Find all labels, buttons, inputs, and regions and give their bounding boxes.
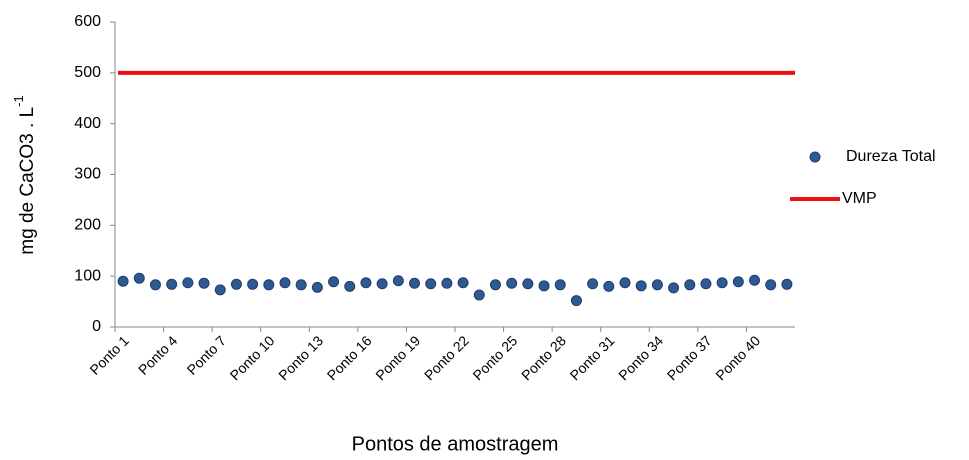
point [554,279,566,291]
point [700,278,712,290]
point [732,276,744,288]
point [538,280,550,292]
point [603,280,615,292]
point [182,277,194,289]
x-tick-label: Ponto 22 [421,332,472,383]
x-tick-label: Ponto 4 [135,332,181,378]
point [473,289,485,301]
point [489,279,501,291]
point [716,277,728,289]
legend-label: Dureza Total [846,148,936,165]
point [781,278,793,290]
point [360,277,372,289]
point [409,277,421,289]
point [522,278,534,290]
point [149,279,161,291]
point [684,279,696,291]
point [635,280,647,292]
point [765,279,777,291]
point [295,279,307,291]
x-tick-label: Ponto 13 [275,332,326,383]
y-tick-label: 500 [74,64,101,81]
x-tick-label: Ponto 10 [227,332,278,383]
point [506,277,518,289]
x-tick-label: Ponto 7 [184,332,230,378]
point [263,279,275,291]
point [214,284,226,296]
point [749,274,761,286]
y-tick-label: 0 [92,318,101,335]
y-axis-label-text: mg de CaCO3 . L [17,107,38,255]
x-tick-label: Ponto 37 [664,332,715,383]
y-axis-label: mg de CaCO3 . L-1 [11,95,38,254]
point [133,272,145,284]
point [425,278,437,290]
x-tick-label: Ponto 19 [372,332,423,383]
point [392,275,404,287]
y-tick-label: 100 [74,267,101,284]
point [441,277,453,289]
point [619,277,631,289]
point [376,278,388,290]
point [668,282,680,294]
y-tick-label: 200 [74,217,101,234]
point [311,281,323,293]
y-axis-label-sup: -1 [11,95,26,107]
y-tick-label: 600 [74,13,101,30]
x-tick-label: Ponto 40 [712,332,763,383]
x-tick-label: Ponto 1 [86,332,132,378]
legend-marker [809,151,821,163]
point [570,295,582,307]
point [198,277,210,289]
x-tick-label: Ponto 34 [615,332,666,383]
y-tick-label: 300 [74,166,101,183]
point [457,277,469,289]
point [166,278,178,290]
point [247,278,259,290]
point [587,278,599,290]
x-tick-label: Ponto 28 [518,332,569,383]
x-tick-label: Ponto 16 [324,332,375,383]
point [279,277,291,289]
y-tick-label: 400 [74,115,101,132]
point [328,276,340,288]
x-tick-label: Ponto 25 [469,332,520,383]
x-tick-label: Ponto 31 [567,332,618,383]
x-axis-label: Pontos de amostragem [352,433,559,455]
point [117,275,129,287]
point [230,278,242,290]
point [344,280,356,292]
legend-label: VMP [842,190,877,207]
point [651,279,663,291]
